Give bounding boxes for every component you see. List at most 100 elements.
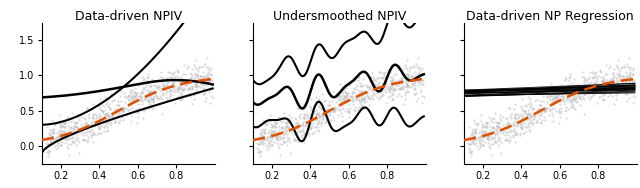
- Point: [344, 103, 355, 106]
- Point: [607, 72, 618, 75]
- Point: [337, 96, 347, 99]
- Point: [342, 95, 353, 98]
- Point: [559, 90, 569, 93]
- Point: [75, 128, 85, 131]
- Point: [56, 124, 67, 127]
- Point: [177, 88, 188, 91]
- Point: [186, 77, 196, 80]
- Point: [463, 141, 474, 144]
- Point: [123, 95, 133, 98]
- Point: [525, 115, 536, 118]
- Point: [284, 117, 294, 120]
- Point: [585, 70, 595, 74]
- Point: [70, 125, 80, 128]
- Point: [379, 87, 389, 90]
- Point: [298, 124, 308, 127]
- Point: [165, 94, 175, 97]
- Point: [376, 88, 387, 91]
- Point: [321, 119, 332, 122]
- Point: [513, 121, 524, 124]
- Point: [203, 72, 213, 75]
- Point: [262, 138, 273, 141]
- Point: [413, 70, 424, 73]
- Point: [123, 104, 133, 107]
- Point: [321, 110, 331, 113]
- Point: [129, 97, 140, 100]
- Point: [110, 107, 120, 110]
- Point: [595, 68, 605, 71]
- Point: [95, 131, 106, 134]
- Point: [362, 85, 372, 88]
- Point: [170, 90, 180, 93]
- Point: [269, 134, 280, 137]
- Point: [394, 87, 404, 90]
- Point: [566, 92, 577, 95]
- Point: [118, 107, 128, 110]
- Point: [70, 125, 80, 128]
- Point: [107, 113, 117, 116]
- Point: [617, 78, 627, 81]
- Point: [163, 85, 173, 88]
- Point: [104, 103, 115, 106]
- Point: [52, 144, 63, 147]
- Point: [189, 98, 199, 101]
- Point: [463, 147, 474, 150]
- Point: [165, 92, 175, 95]
- Point: [151, 90, 161, 93]
- Point: [607, 78, 618, 81]
- Point: [273, 145, 283, 148]
- Point: [493, 121, 503, 124]
- Point: [564, 76, 575, 79]
- Point: [600, 89, 611, 92]
- Point: [277, 120, 287, 123]
- Point: [125, 99, 135, 102]
- Point: [123, 102, 133, 105]
- Point: [569, 98, 579, 101]
- Point: [522, 119, 532, 122]
- Point: [369, 94, 379, 97]
- Point: [257, 130, 268, 133]
- Point: [314, 113, 324, 116]
- Point: [329, 107, 339, 110]
- Point: [292, 121, 302, 124]
- Point: [492, 125, 502, 128]
- Point: [47, 137, 58, 140]
- Point: [627, 81, 637, 84]
- Point: [70, 121, 81, 124]
- Point: [559, 95, 570, 98]
- Point: [139, 77, 149, 80]
- Point: [613, 81, 623, 84]
- Point: [273, 132, 283, 135]
- Point: [412, 97, 422, 100]
- Point: [343, 110, 353, 113]
- Point: [157, 79, 167, 82]
- Point: [379, 72, 389, 75]
- Point: [469, 141, 479, 144]
- Point: [141, 89, 152, 92]
- Point: [60, 122, 70, 125]
- Point: [298, 123, 308, 126]
- Point: [95, 127, 106, 130]
- Point: [384, 69, 394, 72]
- Point: [582, 85, 592, 88]
- Point: [282, 120, 292, 123]
- Point: [565, 73, 575, 76]
- Point: [66, 126, 76, 129]
- Point: [402, 89, 412, 92]
- Point: [594, 86, 604, 89]
- Point: [329, 110, 339, 113]
- Point: [260, 127, 270, 130]
- Point: [539, 109, 549, 112]
- Point: [628, 74, 638, 77]
- Point: [363, 86, 373, 89]
- Point: [570, 90, 580, 93]
- Point: [80, 127, 90, 130]
- Point: [168, 89, 178, 92]
- Point: [387, 87, 397, 90]
- Point: [505, 135, 515, 138]
- Point: [582, 88, 592, 91]
- Point: [189, 92, 200, 95]
- Point: [176, 91, 186, 94]
- Point: [103, 105, 113, 108]
- Point: [127, 98, 138, 101]
